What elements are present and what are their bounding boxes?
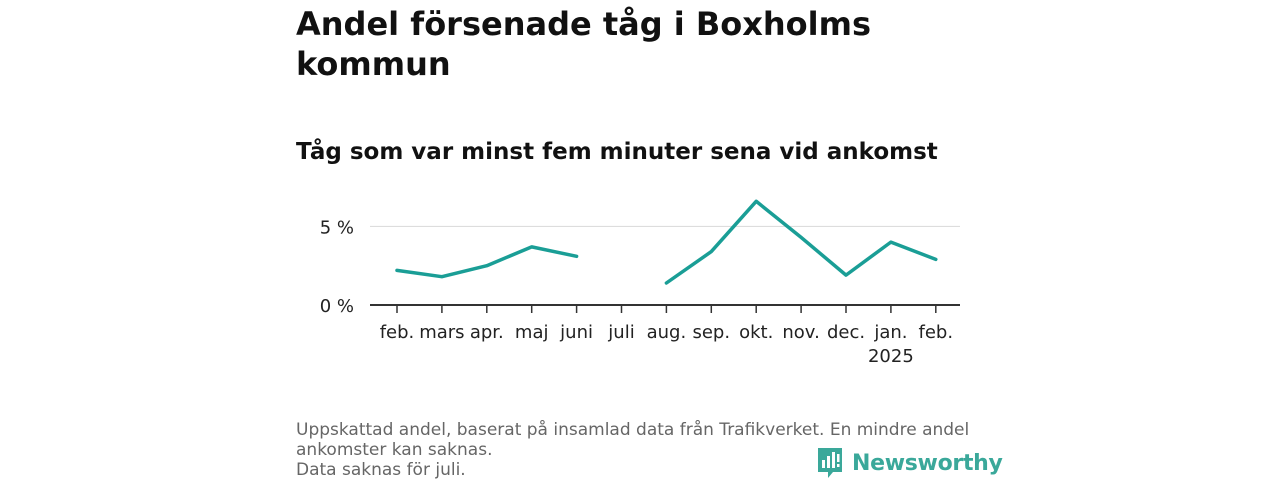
- x-axis-ticks: feb. mars apr. maj juni juli aug. sep. okt. nov. d…: [380, 305, 953, 367]
- x-tick-label: okt.: [739, 322, 773, 343]
- x-tick-label: sep.: [692, 322, 730, 343]
- footnote: Uppskattad andel, baserat på insamlad da…: [296, 420, 986, 480]
- x-tick-label: aug.: [647, 322, 687, 343]
- x-tick-label: mars: [419, 322, 464, 343]
- series-line-segment: [664, 199, 938, 285]
- newsworthy-logo-icon: [818, 448, 842, 478]
- x-year-label: 2025: [868, 346, 914, 367]
- series-line-segment: [395, 245, 579, 279]
- x-tick-label: juli: [607, 322, 634, 343]
- y-tick-label: 5 %: [320, 217, 354, 238]
- y-axis-ticks: 0 % 5 %: [320, 217, 354, 317]
- chart-title: Andel försenade tåg i Boxholms kommun: [296, 5, 872, 83]
- line-chart: 0 %5 % feb. mars apr. maj juni juli aug. sep. ok…: [320, 199, 960, 367]
- y-tick-label: 0 %: [320, 296, 354, 317]
- series-line: [395, 199, 938, 285]
- footnote-method: Uppskattad andel, baserat på insamlad da…: [296, 420, 970, 460]
- x-tick-label: jan.: [873, 322, 907, 343]
- x-tick-label: maj: [515, 322, 549, 343]
- x-tick-label: dec.: [827, 322, 865, 343]
- x-tick-label: feb.: [919, 322, 954, 343]
- x-tick-label: juni: [559, 322, 593, 343]
- chart-subtitle: Tåg som var minst fem minuter sena vid a…: [296, 139, 938, 165]
- x-tick-label: nov.: [782, 322, 819, 343]
- brand-name: Newsworthy: [852, 450, 1003, 476]
- brand-logo: Newsworthy: [816, 446, 1003, 480]
- footnote-missing: Data saknas för juli.: [296, 460, 466, 480]
- x-tick-label: apr.: [470, 322, 504, 343]
- x-tick-label: feb.: [380, 322, 415, 343]
